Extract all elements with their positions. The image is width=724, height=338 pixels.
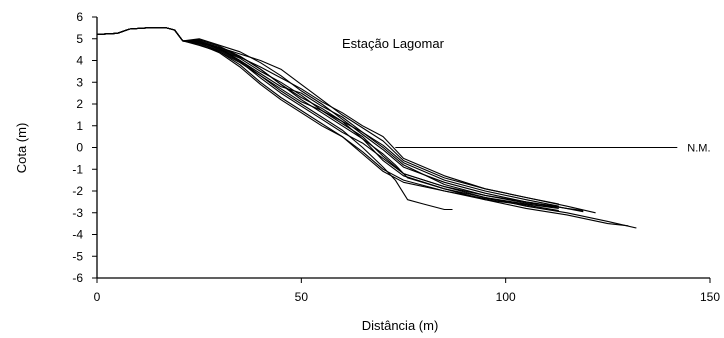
- profile-line-9: [96, 27, 559, 208]
- profile-line-8: [96, 27, 629, 227]
- y-tick-label: -2: [72, 184, 83, 198]
- y-tick-label: -6: [72, 271, 83, 285]
- x-tick-label: 100: [496, 290, 516, 304]
- profile-line-5: [96, 27, 559, 212]
- x-tick-label: 0: [94, 290, 101, 304]
- chart-title: Estação Lagomar: [342, 36, 445, 51]
- y-tick-label: -1: [72, 162, 83, 176]
- profile-line-12: [96, 27, 559, 205]
- water-level-label: N.M.: [687, 143, 710, 155]
- profile-line-10: [96, 27, 584, 212]
- y-tick-label: 5: [76, 32, 83, 46]
- y-tick-label: 2: [76, 97, 83, 111]
- y-axis-title: Cota (m): [14, 123, 29, 174]
- profile-line-1: [96, 27, 559, 209]
- profile-line-2: [96, 27, 453, 211]
- y-tick-label: 6: [76, 10, 83, 24]
- x-axis-title: Distância (m): [362, 318, 439, 333]
- y-tick-label: 3: [76, 75, 83, 89]
- y-tick-label: -3: [72, 206, 83, 220]
- x-tick-label: 150: [700, 290, 720, 304]
- y-tick-label: 4: [76, 54, 83, 68]
- axes: [96, 17, 710, 279]
- y-tick-label: 1: [76, 119, 83, 133]
- axis-ticks: 6 5 4 3 2 1 0 -1 -2 -3 -4 -5 -6 0 50 100 150: [72, 10, 720, 304]
- x-tick-label: 50: [295, 290, 309, 304]
- y-tick-label: -5: [72, 249, 83, 263]
- profile-lines: [96, 27, 678, 229]
- y-tick-label: -4: [72, 228, 83, 242]
- y-tick-label: 0: [76, 141, 83, 155]
